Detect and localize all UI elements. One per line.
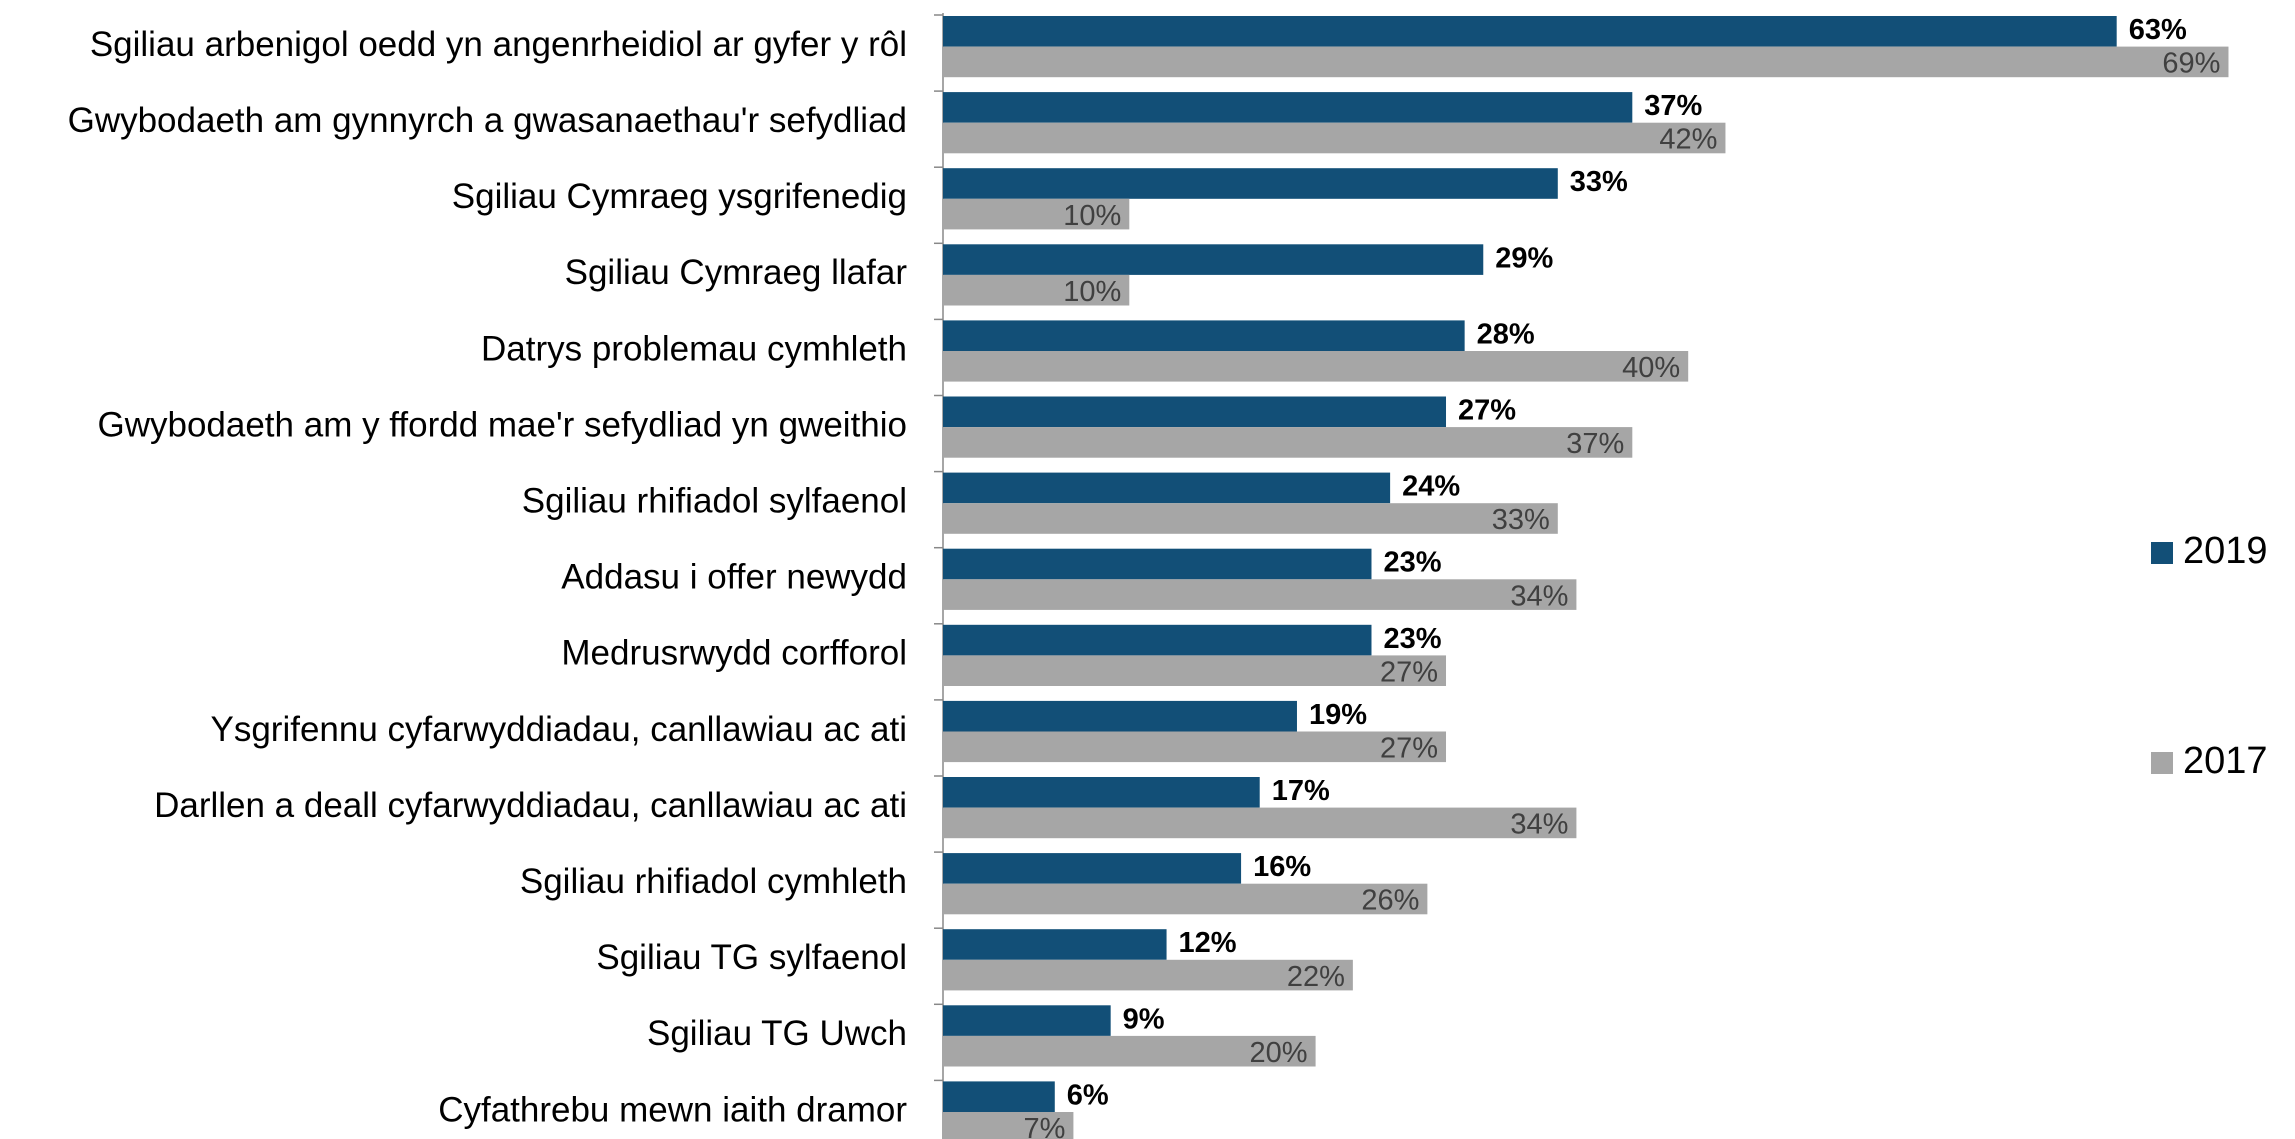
data-label: 34% xyxy=(1510,580,1568,612)
data-label: 9% xyxy=(1123,1003,1165,1035)
data-label: 27% xyxy=(1458,394,1516,426)
bar xyxy=(943,579,1577,610)
data-label: 6% xyxy=(1067,1079,1109,1111)
data-label: 17% xyxy=(1272,775,1330,807)
bar xyxy=(943,122,1726,154)
data-label: 37% xyxy=(1566,428,1624,460)
bar xyxy=(943,1081,1055,1112)
data-label: 33% xyxy=(1492,504,1550,536)
data-label: 24% xyxy=(1402,471,1460,503)
bar xyxy=(943,198,1130,230)
data-label: 28% xyxy=(1477,318,1535,350)
category-label: Ysgrifennu cyfarwyddiadau, canllawiau ac… xyxy=(211,710,908,749)
bar xyxy=(943,655,1447,686)
legend-label: 2019 xyxy=(2183,530,2268,572)
data-label: 42% xyxy=(1659,124,1717,156)
data-label: 22% xyxy=(1287,961,1345,993)
category-label: Sgiliau rhifiadol cymhleth xyxy=(520,862,907,901)
bar xyxy=(943,16,2117,47)
data-label: 27% xyxy=(1380,656,1438,688)
bar xyxy=(943,1112,1074,1139)
category-label: Gwybodaeth am gynnyrch a gwasanaethau'r … xyxy=(68,101,907,140)
category-label: Datrys problemau cymhleth xyxy=(481,329,907,368)
category-label: Sgiliau arbenigol oedd yn angenrheidiol … xyxy=(90,25,907,64)
data-label: 29% xyxy=(1495,242,1553,274)
data-label: 63% xyxy=(2129,14,2187,46)
data-label: 37% xyxy=(1644,90,1702,122)
data-label: 10% xyxy=(1063,276,1121,308)
category-label: Addasu i offer newydd xyxy=(561,558,907,597)
bar xyxy=(943,1035,1316,1067)
bar xyxy=(943,777,1260,808)
bar xyxy=(943,427,1633,458)
legend-label: 2017 xyxy=(2183,740,2268,782)
data-label: 7% xyxy=(1023,1113,1065,1139)
category-label: Gwybodaeth am y ffordd mae'r sefydliad y… xyxy=(97,405,907,444)
category-label: Sgiliau TG Uwch xyxy=(647,1014,907,1053)
bar xyxy=(943,807,1577,839)
data-label: 33% xyxy=(1570,166,1628,198)
category-label: Sgiliau Cymraeg llafar xyxy=(565,253,908,292)
bar xyxy=(943,853,1242,884)
bar xyxy=(943,244,1484,275)
bar xyxy=(943,1005,1111,1036)
bar xyxy=(943,472,1391,504)
bar xyxy=(943,168,1558,199)
bar xyxy=(943,46,2229,78)
data-label: 34% xyxy=(1510,809,1568,841)
data-label: 26% xyxy=(1361,885,1419,917)
bar xyxy=(943,92,1633,123)
bar xyxy=(943,274,1130,306)
data-label: 19% xyxy=(1309,699,1367,731)
category-label: Cyfathrebu mewn iaith dramor xyxy=(438,1090,907,1129)
data-label: 23% xyxy=(1383,547,1441,579)
legend-swatch xyxy=(2151,542,2173,564)
bar xyxy=(943,731,1447,763)
bar xyxy=(943,351,1689,382)
data-label: 12% xyxy=(1179,927,1237,959)
bar xyxy=(943,929,1167,960)
category-label: Darllen a deall cyfarwyddiadau, canllawi… xyxy=(154,786,907,825)
data-label: 20% xyxy=(1250,1037,1308,1069)
legend-swatch xyxy=(2151,752,2173,774)
data-label: 27% xyxy=(1380,732,1438,764)
data-label: 69% xyxy=(2162,48,2220,80)
bar xyxy=(943,320,1465,351)
bar xyxy=(943,883,1428,915)
data-label: 40% xyxy=(1622,352,1680,384)
bar xyxy=(943,503,1558,534)
category-label: Sgiliau rhifiadol sylfaenol xyxy=(522,481,907,520)
data-label: 23% xyxy=(1383,623,1441,655)
category-label: Sgiliau Cymraeg ysgrifenedig xyxy=(452,177,907,216)
data-label: 16% xyxy=(1253,851,1311,883)
bar xyxy=(943,548,1372,580)
category-label: Medrusrwydd corfforol xyxy=(561,634,907,673)
bar xyxy=(943,396,1447,428)
bar xyxy=(943,624,1372,656)
data-label: 10% xyxy=(1063,200,1121,232)
bar xyxy=(943,700,1297,732)
category-label: Sgiliau TG sylfaenol xyxy=(596,938,907,977)
bar xyxy=(943,959,1353,991)
